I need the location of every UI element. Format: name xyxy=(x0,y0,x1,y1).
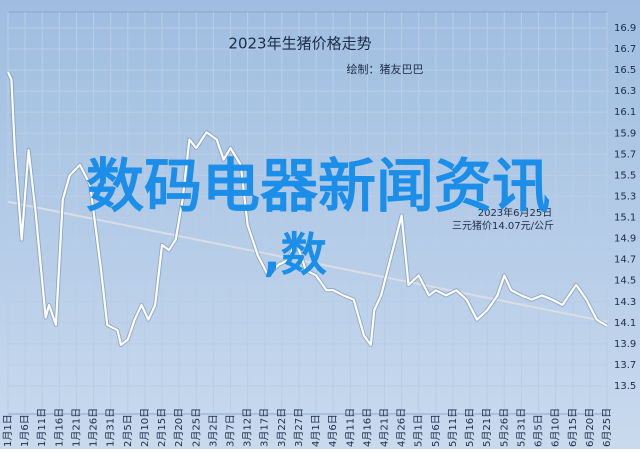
y-tick-label: 13.9 xyxy=(614,339,636,350)
x-tick-label: 6月15日 xyxy=(567,408,579,447)
annotation: 三元猪价14.07元/公斤 xyxy=(452,220,554,232)
x-tick-label: 5月1日 xyxy=(413,414,425,447)
y-tick-label: 14.5 xyxy=(614,276,636,287)
x-tick-label: 1月11日 xyxy=(36,408,48,447)
y-tick-label: 15.3 xyxy=(614,191,636,202)
x-tick-label: 1月31日 xyxy=(105,408,117,447)
x-tick-label: 1月26日 xyxy=(88,408,100,447)
x-tick-label: 1月1日 xyxy=(2,414,14,447)
x-tick-label: 3月7日 xyxy=(224,414,236,447)
x-tick-label: 2月25日 xyxy=(190,408,202,447)
y-tick-label: 16.9 xyxy=(614,23,636,34)
x-tick-label: 1月6日 xyxy=(19,414,31,447)
x-tick-label: 1月21日 xyxy=(70,408,82,447)
x-tick-label: 6月25日 xyxy=(601,408,613,447)
x-tick-label: 5月26日 xyxy=(498,408,510,447)
x-tick-label: 4月26日 xyxy=(396,408,408,447)
x-tick-label: 2月10日 xyxy=(139,408,151,447)
x-tick-label: 3月2日 xyxy=(207,414,219,447)
x-tick-label: 5月11日 xyxy=(447,408,459,447)
price-line xyxy=(7,71,608,347)
x-tick-label: 5月16日 xyxy=(464,408,476,447)
x-tick-label: 4月1日 xyxy=(310,414,322,447)
y-tick-label: 14.1 xyxy=(614,318,636,329)
x-tick-label: 2月15日 xyxy=(156,408,168,447)
y-tick-label: 15.7 xyxy=(614,149,636,160)
x-tick-label: 4月6日 xyxy=(327,414,339,447)
y-tick-label: 14.9 xyxy=(614,234,636,245)
x-tick-label: 3月27日 xyxy=(293,408,305,447)
y-tick-label: 14.7 xyxy=(614,255,636,266)
y-tick-label: 15.1 xyxy=(614,213,636,224)
x-tick-label: 4月21日 xyxy=(379,408,391,447)
chart-subtitle: 绘制：猪友巴巴 xyxy=(347,62,424,76)
x-tick-label: 6月20日 xyxy=(584,408,596,447)
x-tick-label: 6月10日 xyxy=(550,408,562,447)
x-tick-label: 5月31日 xyxy=(515,408,527,447)
y-tick-label: 15.5 xyxy=(614,170,636,181)
annotation: 2023年6月25日 xyxy=(478,206,553,219)
y-tick-label: 16.3 xyxy=(614,86,636,97)
x-tick-label: 2月5日 xyxy=(122,414,134,447)
x-tick-label: 1月16日 xyxy=(53,408,65,447)
y-tick-label: 13.5 xyxy=(614,381,636,392)
y-tick-label: 16.5 xyxy=(614,65,636,76)
y-tick-label: 15.9 xyxy=(614,128,636,139)
x-tick-label: 3月22日 xyxy=(276,408,288,447)
y-tick-label: 16.1 xyxy=(614,107,636,118)
x-tick-label: 6月5日 xyxy=(533,414,545,447)
y-tick-label: 13.7 xyxy=(614,360,636,371)
watermark: 数码电器新闻资讯 xyxy=(86,152,550,220)
x-tick-label: 3月12日 xyxy=(242,408,254,447)
chart-title: 2023年生猪价格走势 xyxy=(228,35,371,53)
watermark: ,数 xyxy=(263,228,326,282)
x-tick-label: 4月16日 xyxy=(361,408,373,447)
x-tick-label: 5月6日 xyxy=(430,414,442,447)
trend-line xyxy=(7,200,608,323)
y-tick-label: 14.3 xyxy=(614,297,636,308)
y-tick-label: 16.7 xyxy=(614,44,636,55)
x-tick-label: 4月11日 xyxy=(344,408,356,447)
x-tick-label: 5月21日 xyxy=(481,408,493,447)
x-tick-label: 2月20日 xyxy=(173,408,185,447)
x-tick-label: 3月17日 xyxy=(259,408,271,447)
